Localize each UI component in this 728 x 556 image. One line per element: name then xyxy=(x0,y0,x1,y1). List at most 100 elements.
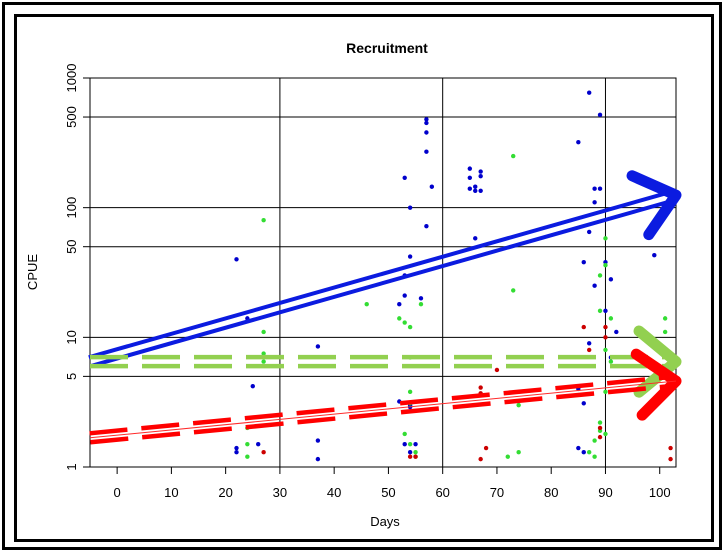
green-data-point xyxy=(407,441,413,447)
red-data-point xyxy=(478,385,483,390)
blue-data-point xyxy=(473,236,478,241)
blue-trend-arrow-stroke xyxy=(88,190,670,360)
blue-data-point xyxy=(592,283,597,288)
green-data-point xyxy=(592,454,597,459)
blue-data-point xyxy=(473,188,478,193)
red-data-point xyxy=(668,445,673,451)
blue-data-point xyxy=(586,90,592,95)
red-trend-arrow-stroke xyxy=(89,374,670,436)
blue-data-point xyxy=(597,186,603,191)
plot-border xyxy=(89,77,677,468)
x-tick-label: 100 xyxy=(649,485,671,500)
blue-data-point xyxy=(576,445,581,451)
blue-data-point xyxy=(473,184,478,189)
green-data-point xyxy=(662,329,668,335)
y-tick-label: 100 xyxy=(64,197,79,219)
green-data-point xyxy=(402,320,407,325)
green-data-point xyxy=(261,359,266,364)
x-axis-title: Days xyxy=(370,514,400,529)
green-data-point xyxy=(603,431,608,437)
green-data-point xyxy=(608,359,614,364)
red-trend-arrow-head xyxy=(630,348,682,421)
blue-data-point xyxy=(608,277,614,282)
y-axis-title: CPUE xyxy=(25,254,40,290)
x-tick-label: 20 xyxy=(218,485,232,500)
blue-data-point xyxy=(413,441,418,447)
blue-data-point xyxy=(597,112,603,118)
blue-data-point xyxy=(592,200,597,205)
blue-data-point xyxy=(402,441,407,447)
green-data-point xyxy=(245,454,250,459)
red-data-point xyxy=(597,434,603,440)
x-tick-label: 80 xyxy=(544,485,558,500)
red-fit-line xyxy=(89,380,677,439)
x-tick-label: 70 xyxy=(490,485,504,500)
green-data-point xyxy=(603,262,608,268)
axes: 0 10 20 30 40 50 60 70 80 90 100 1 5 10 50 100 500 1000 xyxy=(64,64,671,500)
annotation-arrows xyxy=(88,170,682,445)
red-data-point xyxy=(668,456,673,462)
green-data-point xyxy=(418,302,424,307)
green-data-point xyxy=(402,431,407,437)
blue-data-point xyxy=(315,456,321,462)
blue-data-point xyxy=(581,401,586,406)
blue-data-point xyxy=(402,293,407,298)
red-data-point xyxy=(586,347,592,353)
blue-data-point xyxy=(424,223,429,229)
blue-data-point xyxy=(478,188,483,193)
chart-title: Recruitment xyxy=(346,40,428,56)
green-data-point xyxy=(511,288,516,293)
y-tick-label: 1 xyxy=(64,463,79,470)
x-tick-label: 40 xyxy=(327,485,341,500)
blue-data-point xyxy=(478,169,483,174)
green-data-point xyxy=(597,420,603,425)
red-data-point xyxy=(407,454,413,459)
red-trend-arrow-stroke xyxy=(90,383,671,445)
green-data-point xyxy=(413,450,418,455)
green-data-point xyxy=(261,218,266,223)
blue-data-point xyxy=(581,450,586,455)
blue-data-point xyxy=(424,130,429,135)
blue-data-point xyxy=(478,173,483,179)
green-data-point xyxy=(407,324,413,330)
blue-data-point xyxy=(234,450,239,455)
x-tick-label: 10 xyxy=(164,485,178,500)
green-data-point xyxy=(603,347,608,353)
x-tick-label: 50 xyxy=(381,485,395,500)
blue-trend-arrow-head xyxy=(626,170,682,241)
blue-data-point xyxy=(256,441,261,447)
green-data-point xyxy=(407,389,413,395)
green-data-point xyxy=(603,236,608,241)
green-data-point xyxy=(245,441,250,447)
blue-data-point xyxy=(576,139,581,145)
green-data-point xyxy=(505,454,510,459)
red-data-point xyxy=(603,324,608,330)
green-data-point xyxy=(597,273,603,278)
blue-data-point xyxy=(418,296,424,301)
blue-data-point xyxy=(234,445,239,451)
blue-data-point xyxy=(603,259,608,265)
green-data-point xyxy=(364,302,369,307)
red-data-point xyxy=(494,367,500,373)
green-data-point xyxy=(261,351,266,356)
green-data-point xyxy=(597,308,603,314)
blue-data-point xyxy=(424,149,429,154)
green-data-point xyxy=(592,438,597,443)
blue-data-point xyxy=(315,438,321,443)
y-tick-label: 500 xyxy=(64,106,79,128)
blue-data-point xyxy=(315,344,321,349)
green-data-point xyxy=(261,329,266,335)
blue-data-point xyxy=(429,184,435,189)
blue-data-point xyxy=(424,117,429,122)
blue-data-point xyxy=(402,175,407,180)
green-data-point xyxy=(608,316,614,321)
green-data-point xyxy=(397,316,402,321)
red-data-point xyxy=(603,335,608,340)
x-tick-label: 0 xyxy=(114,485,121,500)
green-data-point xyxy=(511,153,516,159)
green-data-point xyxy=(662,316,668,321)
blue-data-point xyxy=(586,341,592,346)
blue-trend-arrow-stroke xyxy=(90,199,673,368)
blue-data-point xyxy=(581,259,586,265)
red-data-point xyxy=(597,425,603,431)
